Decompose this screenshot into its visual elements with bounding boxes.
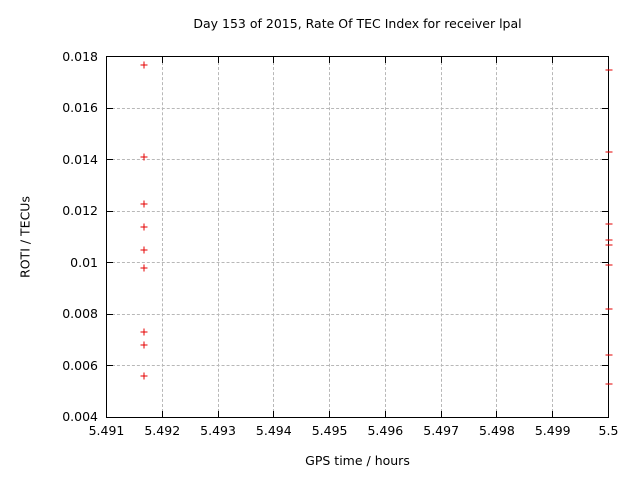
v-gridline [273, 57, 275, 417]
chart-title: Day 153 of 2015, Rate Of TEC Index for r… [193, 16, 522, 31]
right-axis-tick [602, 365, 608, 367]
h-gridline [107, 210, 608, 212]
left-axis-tick [107, 159, 113, 161]
data-point-marker [140, 223, 148, 231]
bottom-axis-tick [496, 411, 498, 417]
y-tick-label: 0.004 [62, 409, 98, 424]
h-gridline [107, 159, 608, 161]
bottom-axis-tick [217, 411, 219, 417]
left-axis-tick [107, 262, 113, 264]
v-gridline [217, 57, 219, 417]
top-axis-tick [496, 57, 498, 63]
bottom-axis-tick [440, 411, 442, 417]
data-point-marker [140, 328, 148, 336]
data-point-marker [605, 352, 612, 359]
data-point-marker [140, 372, 148, 380]
data-point-marker [605, 66, 612, 73]
top-axis-tick [384, 57, 386, 63]
data-point-marker [605, 221, 612, 228]
y-tick-label: 0.014 [62, 151, 98, 167]
x-tick-label: 5.493 [200, 423, 236, 438]
y-tick-label: 0.016 [62, 100, 98, 116]
data-point-marker [140, 264, 148, 272]
data-point-marker [605, 380, 612, 387]
data-point-marker [140, 200, 148, 208]
x-tick-label: 5.5 [598, 423, 619, 438]
data-point-marker [605, 241, 612, 248]
x-tick-label: 5.492 [144, 423, 181, 438]
x-tick-label: 5.496 [367, 423, 404, 438]
x-tick-label: 5.498 [479, 423, 515, 438]
plot-area [106, 56, 609, 418]
x-axis-title: GPS time / hours [305, 453, 410, 468]
x-tick-label: 5.495 [311, 423, 348, 438]
h-gridline [107, 313, 608, 315]
top-axis-tick [329, 57, 331, 63]
data-point-marker [140, 153, 148, 161]
data-point-marker [140, 341, 148, 349]
h-gridline [107, 262, 608, 264]
x-tick-label: 5.499 [534, 423, 571, 438]
left-axis-tick [107, 210, 113, 212]
right-axis-tick [602, 159, 608, 161]
bottom-axis-tick [273, 411, 275, 417]
v-gridline [440, 57, 442, 417]
data-point-marker [605, 262, 612, 269]
right-axis-tick [602, 262, 608, 264]
y-tick-label: 0.012 [62, 203, 98, 219]
y-axis-title: ROTI / TECUs [17, 196, 33, 278]
y-tick-label: 0.01 [70, 254, 98, 270]
x-tick-label: 5.497 [423, 423, 460, 438]
v-gridline [384, 57, 386, 417]
bottom-axis-tick [329, 411, 331, 417]
left-axis-tick [107, 313, 113, 315]
top-axis-tick [273, 57, 275, 63]
data-point-marker [140, 61, 148, 69]
top-axis-tick [161, 57, 163, 63]
data-point-marker [605, 236, 612, 243]
top-axis-tick [552, 57, 554, 63]
v-gridline [552, 57, 554, 417]
x-tick-label: 5.491 [88, 423, 125, 438]
top-axis-tick [217, 57, 219, 63]
top-axis-tick [440, 57, 442, 63]
v-gridline [329, 57, 331, 417]
right-axis-tick [602, 107, 608, 109]
data-point-marker [140, 246, 148, 254]
y-tick-label: 0.018 [62, 49, 98, 64]
right-axis-tick [602, 210, 608, 212]
y-tick-label: 0.008 [62, 306, 98, 322]
bottom-axis-tick [552, 411, 554, 417]
left-axis-tick [107, 107, 113, 109]
bottom-axis-tick [384, 411, 386, 417]
v-gridline [161, 57, 163, 417]
x-tick-label: 5.494 [255, 423, 292, 438]
left-axis-tick [107, 365, 113, 367]
h-gridline [107, 365, 608, 367]
h-gridline [107, 107, 608, 109]
y-tick-label: 0.006 [62, 357, 98, 373]
bottom-axis-tick [161, 411, 163, 417]
right-axis-tick [602, 313, 608, 315]
data-point-marker [605, 306, 612, 313]
v-gridline [496, 57, 498, 417]
data-point-marker [605, 149, 612, 156]
